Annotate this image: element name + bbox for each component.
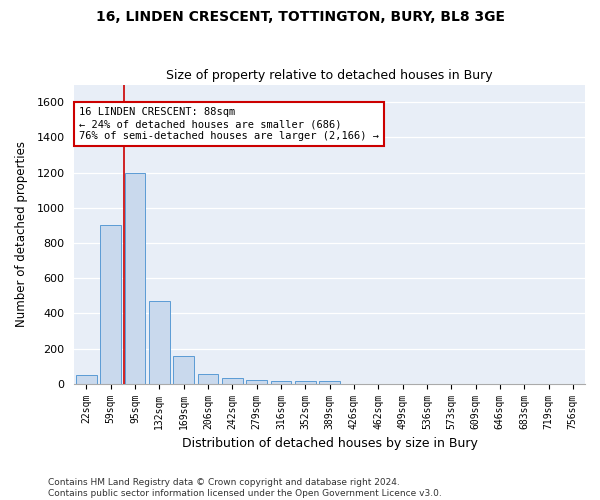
Bar xyxy=(197,374,218,384)
Text: Contains HM Land Registry data © Crown copyright and database right 2024.
Contai: Contains HM Land Registry data © Crown c… xyxy=(48,478,442,498)
Y-axis label: Number of detached properties: Number of detached properties xyxy=(15,141,28,327)
Text: 16 LINDEN CRESCENT: 88sqm
← 24% of detached houses are smaller (686)
76% of semi: 16 LINDEN CRESCENT: 88sqm ← 24% of detac… xyxy=(79,108,379,140)
Bar xyxy=(173,356,194,384)
Bar xyxy=(100,226,121,384)
Title: Size of property relative to detached houses in Bury: Size of property relative to detached ho… xyxy=(166,69,493,82)
Bar xyxy=(222,378,242,384)
Bar xyxy=(125,172,145,384)
X-axis label: Distribution of detached houses by size in Bury: Distribution of detached houses by size … xyxy=(182,437,478,450)
Bar xyxy=(271,381,291,384)
Bar xyxy=(319,381,340,384)
Bar xyxy=(149,301,170,384)
Bar xyxy=(246,380,267,384)
Bar xyxy=(295,381,316,384)
Bar xyxy=(76,375,97,384)
Text: 16, LINDEN CRESCENT, TOTTINGTON, BURY, BL8 3GE: 16, LINDEN CRESCENT, TOTTINGTON, BURY, B… xyxy=(95,10,505,24)
